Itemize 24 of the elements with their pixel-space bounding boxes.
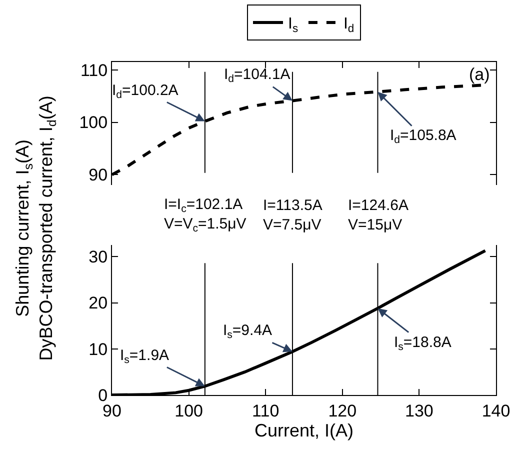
- legend-label: I$_{d}$: [343, 16, 354, 36]
- ref-line-label: I=124.6A V=15μV: [348, 197, 408, 234]
- annotation: I$_{d}$=100.2A: [112, 82, 178, 102]
- annotation: I$_{s}$=9.4A: [223, 322, 272, 342]
- x-axis-title: Current, I(A): [254, 420, 354, 440]
- x-tick-label: 140: [482, 401, 510, 420]
- y-tick-label: 20: [88, 294, 108, 313]
- y-tick-label: 30: [88, 248, 108, 267]
- x-tick-label: 130: [405, 401, 434, 420]
- x-tick-label: 120: [328, 401, 357, 420]
- annotation: I$_{s}$=18.8A: [394, 334, 452, 354]
- y-tick-label: 100: [79, 113, 108, 132]
- annotation: I$_{d}$=105.8A: [390, 127, 456, 146]
- ref-line-label: I=I$_{c}$=102.1A V=V$_{c}$=1.5μV: [164, 196, 246, 235]
- annotation: I$_{d}$=104.1A: [224, 66, 290, 86]
- y-tick-label: 10: [88, 340, 108, 359]
- legend-label: I$_{s}$: [288, 16, 298, 36]
- y-tick-label: 110: [80, 60, 108, 80]
- annotation: (a): [469, 65, 490, 84]
- annotation: I$_{s}$=1.9A: [120, 347, 170, 366]
- ref-line-label: I=113.5A V=7.5μV: [263, 197, 322, 234]
- x-tick-label: 110: [252, 401, 280, 420]
- y-tick-label: 90: [88, 166, 108, 185]
- x-tick-label: 100: [174, 401, 203, 420]
